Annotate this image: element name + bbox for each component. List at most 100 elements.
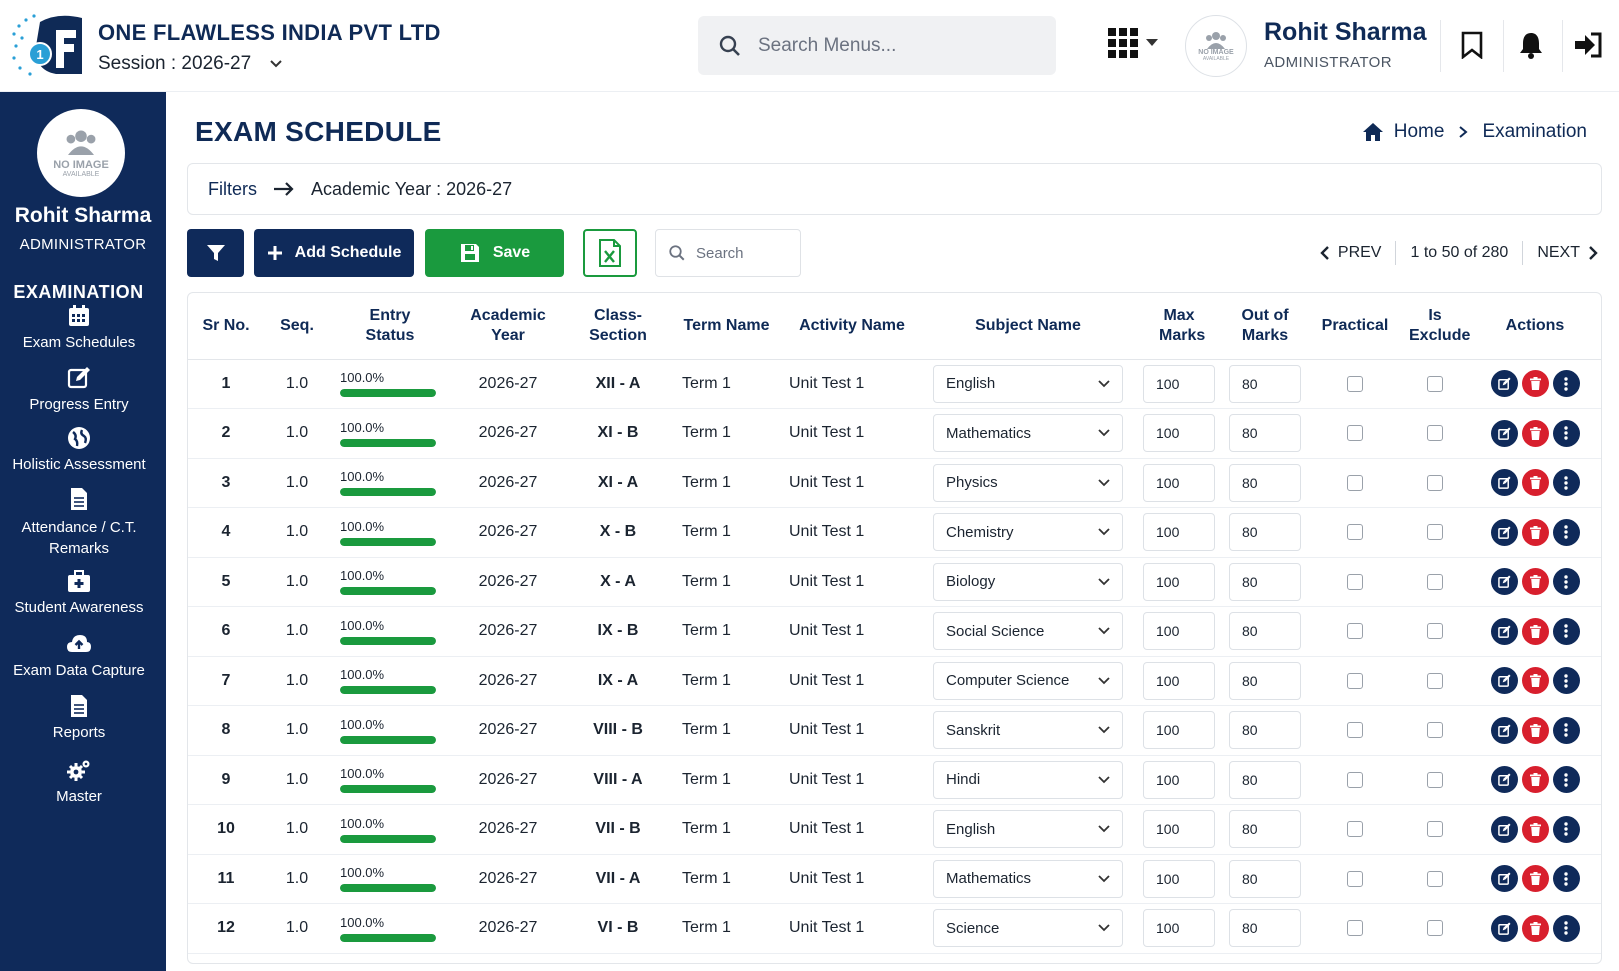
more-options-button[interactable] [1552, 568, 1580, 596]
out-of-marks-input[interactable]: 80 [1229, 711, 1301, 750]
out-of-marks-input[interactable]: 80 [1229, 810, 1301, 849]
menu-search-box[interactable] [698, 16, 1056, 75]
more-options-button[interactable] [1552, 617, 1580, 645]
out-of-marks-input[interactable]: 80 [1229, 364, 1301, 403]
subject-select[interactable]: Mathematics [933, 414, 1123, 453]
more-options-button[interactable] [1552, 419, 1580, 447]
edit-row-button[interactable] [1490, 568, 1518, 596]
out-of-marks-input[interactable]: 80 [1229, 760, 1301, 799]
edit-row-button[interactable] [1490, 766, 1518, 794]
practical-checkbox[interactable] [1347, 573, 1363, 590]
delete-row-button[interactable] [1521, 667, 1549, 695]
out-of-marks-input[interactable]: 80 [1229, 414, 1301, 453]
more-options-button[interactable] [1552, 865, 1580, 893]
exclude-checkbox[interactable] [1427, 920, 1443, 937]
user-avatar[interactable]: NO IMAGE AVAILABLE [1185, 15, 1247, 77]
subject-select[interactable]: Sanskrit [933, 711, 1123, 750]
edit-row-button[interactable] [1490, 914, 1518, 942]
practical-checkbox[interactable] [1347, 920, 1363, 937]
subject-select[interactable]: Biology [933, 562, 1123, 601]
apps-menu-button[interactable] [1108, 28, 1158, 58]
practical-checkbox[interactable] [1347, 474, 1363, 491]
subject-select[interactable]: Social Science [933, 612, 1123, 651]
exclude-checkbox[interactable] [1427, 821, 1443, 838]
sidebar-item-exam-schedules[interactable]: Exam Schedules [0, 304, 158, 351]
add-schedule-button[interactable]: Add Schedule [254, 229, 414, 277]
exclude-checkbox[interactable] [1427, 672, 1443, 689]
exclude-checkbox[interactable] [1427, 771, 1443, 788]
delete-row-button[interactable] [1521, 518, 1549, 546]
sidebar-item-attendance-remarks[interactable]: Attendance / C.T. Remarks [0, 487, 158, 559]
out-of-marks-input[interactable]: 80 [1229, 562, 1301, 601]
practical-checkbox[interactable] [1347, 870, 1363, 887]
table-search-box[interactable] [655, 229, 801, 277]
delete-row-button[interactable] [1521, 766, 1549, 794]
edit-row-button[interactable] [1490, 370, 1518, 398]
edit-row-button[interactable] [1490, 469, 1518, 497]
exclude-checkbox[interactable] [1427, 425, 1443, 442]
more-options-button[interactable] [1552, 469, 1580, 497]
practical-checkbox[interactable] [1347, 821, 1363, 838]
max-marks-input[interactable]: 100 [1143, 760, 1215, 799]
more-options-button[interactable] [1552, 815, 1580, 843]
bookmark-button[interactable] [1455, 28, 1489, 62]
more-options-button[interactable] [1552, 667, 1580, 695]
exclude-checkbox[interactable] [1427, 870, 1443, 887]
practical-checkbox[interactable] [1347, 524, 1363, 541]
sidebar-item-progress-entry[interactable]: Progress Entry [0, 366, 158, 413]
practical-checkbox[interactable] [1347, 771, 1363, 788]
max-marks-input[interactable]: 100 [1143, 562, 1215, 601]
out-of-marks-input[interactable]: 80 [1229, 909, 1301, 948]
exclude-checkbox[interactable] [1427, 722, 1443, 739]
more-options-button[interactable] [1552, 518, 1580, 546]
delete-row-button[interactable] [1521, 469, 1549, 497]
out-of-marks-input[interactable]: 80 [1229, 463, 1301, 502]
subject-select[interactable]: Physics [933, 463, 1123, 502]
subject-select[interactable]: Science [933, 909, 1123, 948]
max-marks-input[interactable]: 100 [1143, 909, 1215, 948]
more-options-button[interactable] [1552, 370, 1580, 398]
edit-row-button[interactable] [1490, 815, 1518, 843]
prev-page-button[interactable]: PREV [1320, 244, 1381, 262]
filter-button[interactable] [187, 229, 244, 277]
edit-row-button[interactable] [1490, 518, 1518, 546]
sidebar-item-exam-data-capture[interactable]: Exam Data Capture [0, 632, 158, 679]
save-button[interactable]: Save [425, 229, 564, 277]
delete-row-button[interactable] [1521, 617, 1549, 645]
edit-row-button[interactable] [1490, 617, 1518, 645]
out-of-marks-input[interactable]: 80 [1229, 612, 1301, 651]
notifications-button[interactable] [1514, 28, 1548, 62]
more-options-button[interactable] [1552, 716, 1580, 744]
subject-select[interactable]: Computer Science [933, 661, 1123, 700]
exclude-checkbox[interactable] [1427, 573, 1443, 590]
more-options-button[interactable] [1552, 766, 1580, 794]
exclude-checkbox[interactable] [1427, 623, 1443, 640]
menu-search-input[interactable] [758, 34, 1018, 57]
subject-select[interactable]: English [933, 810, 1123, 849]
next-page-button[interactable]: NEXT [1537, 244, 1598, 262]
max-marks-input[interactable]: 100 [1143, 810, 1215, 849]
practical-checkbox[interactable] [1347, 672, 1363, 689]
delete-row-button[interactable] [1521, 815, 1549, 843]
edit-row-button[interactable] [1490, 419, 1518, 447]
exclude-checkbox[interactable] [1427, 524, 1443, 541]
subject-select[interactable]: Mathematics [933, 859, 1123, 898]
max-marks-input[interactable]: 100 [1143, 463, 1215, 502]
session-selector[interactable]: Session : 2026-27 [98, 53, 283, 75]
out-of-marks-input[interactable]: 80 [1229, 661, 1301, 700]
out-of-marks-input[interactable]: 80 [1229, 859, 1301, 898]
practical-checkbox[interactable] [1347, 722, 1363, 739]
sidebar-item-holistic-assessment[interactable]: Holistic Assessment [0, 426, 158, 473]
exclude-checkbox[interactable] [1427, 474, 1443, 491]
table-search-input[interactable] [696, 244, 786, 262]
max-marks-input[interactable]: 100 [1143, 513, 1215, 552]
delete-row-button[interactable] [1521, 865, 1549, 893]
sidebar-item-master[interactable]: Master [0, 758, 158, 805]
delete-row-button[interactable] [1521, 419, 1549, 447]
logout-button[interactable] [1571, 28, 1605, 62]
practical-checkbox[interactable] [1347, 425, 1363, 442]
delete-row-button[interactable] [1521, 568, 1549, 596]
edit-row-button[interactable] [1490, 667, 1518, 695]
breadcrumb-home-link[interactable]: Home [1362, 121, 1444, 143]
delete-row-button[interactable] [1521, 914, 1549, 942]
